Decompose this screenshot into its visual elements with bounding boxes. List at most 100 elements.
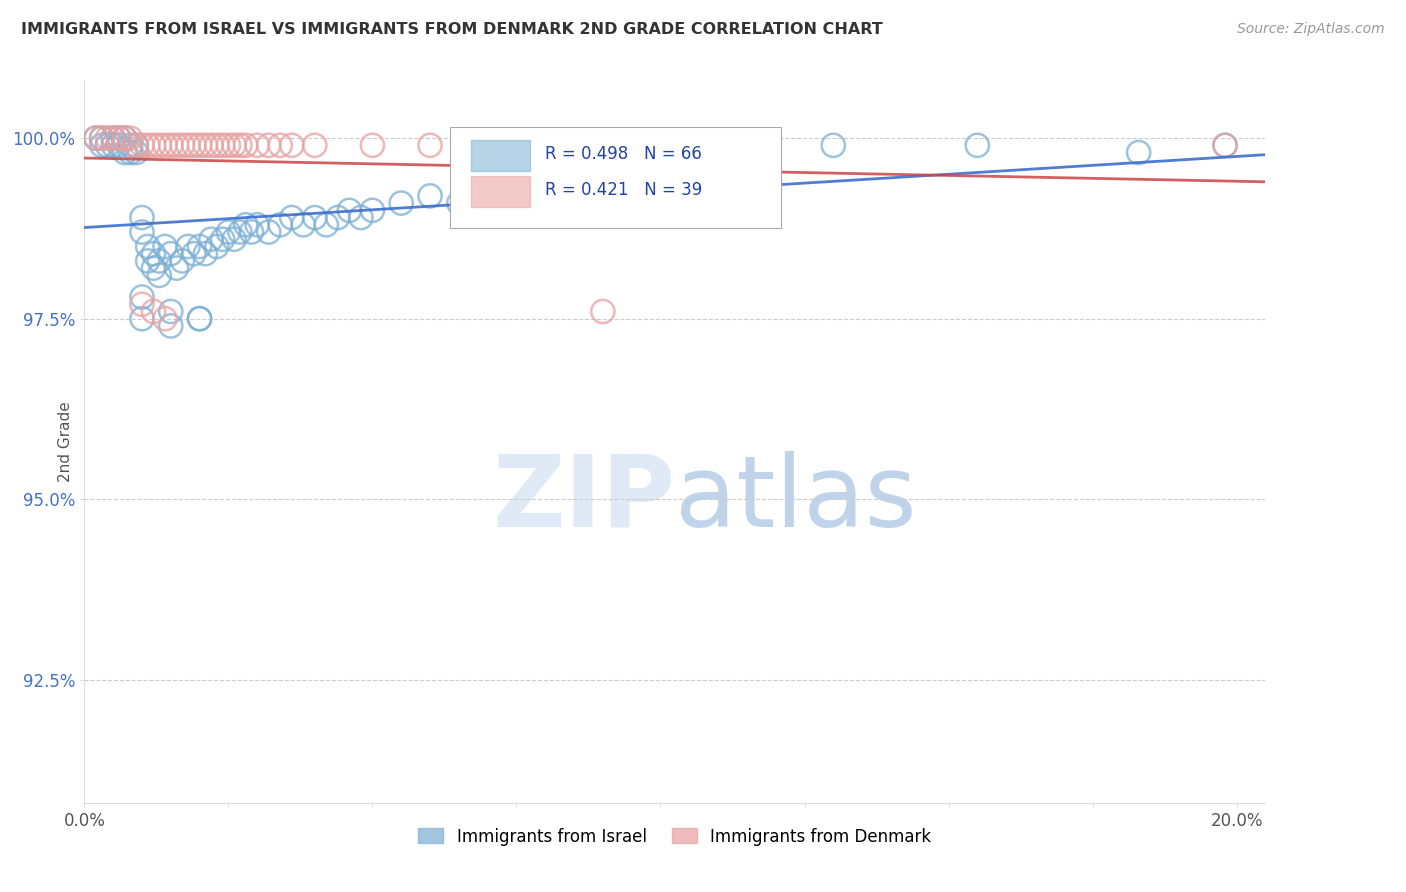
Point (246, 218, 269, 232)
Point (90, 138, 112, 153)
Point (823, 138, 845, 153)
Point (120, 145, 142, 160)
Point (281, 138, 304, 153)
Point (166, 138, 188, 153)
Point (229, 225, 252, 239)
Point (172, 138, 194, 153)
Point (224, 138, 246, 153)
Point (183, 246, 205, 260)
Point (257, 225, 280, 239)
Point (142, 246, 165, 260)
Point (148, 138, 170, 153)
Point (101, 138, 124, 153)
Point (1213, 138, 1236, 153)
Point (136, 239, 159, 253)
Point (142, 261, 165, 276)
Bar (471, 177, 530, 207)
Point (361, 138, 384, 153)
Point (142, 304, 165, 318)
Text: R = 0.498   N = 66: R = 0.498 N = 66 (546, 145, 702, 163)
Point (96, 131, 118, 145)
Point (211, 232, 233, 246)
Point (269, 218, 291, 232)
Point (114, 131, 136, 145)
Point (131, 211, 153, 225)
Point (1128, 145, 1150, 160)
Point (361, 203, 384, 218)
Point (534, 181, 557, 195)
Point (350, 211, 373, 225)
Point (592, 304, 614, 318)
Point (159, 304, 181, 318)
Point (194, 138, 217, 153)
Point (131, 138, 153, 153)
Point (153, 311, 176, 326)
Point (281, 211, 304, 225)
Point (200, 138, 222, 153)
Point (108, 131, 131, 145)
Point (188, 311, 211, 326)
Point (120, 131, 142, 145)
Point (114, 145, 136, 160)
Point (235, 218, 257, 232)
Point (90, 131, 112, 145)
Point (240, 225, 263, 239)
Point (148, 253, 170, 268)
Point (224, 232, 246, 246)
Point (326, 211, 349, 225)
Point (136, 138, 159, 153)
Point (177, 239, 200, 253)
Point (101, 131, 124, 145)
Text: R = 0.421   N = 39: R = 0.421 N = 39 (546, 181, 702, 199)
Text: ZIP: ZIP (492, 450, 675, 548)
Point (84, 131, 107, 145)
Point (505, 196, 527, 211)
Point (194, 246, 217, 260)
Point (477, 189, 499, 203)
Point (217, 225, 239, 239)
Point (200, 232, 222, 246)
Point (188, 138, 211, 153)
Point (177, 138, 200, 153)
Point (90, 131, 112, 145)
Point (108, 138, 131, 153)
Point (257, 138, 280, 153)
Point (131, 311, 153, 326)
Point (188, 239, 211, 253)
Point (84, 131, 107, 145)
Point (96, 138, 118, 153)
Text: IMMIGRANTS FROM ISRAEL VS IMMIGRANTS FROM DENMARK 2ND GRADE CORRELATION CHART: IMMIGRANTS FROM ISRAEL VS IMMIGRANTS FRO… (21, 22, 883, 37)
Point (131, 225, 153, 239)
Point (125, 145, 148, 160)
Point (269, 138, 291, 153)
Point (966, 138, 988, 153)
Point (159, 246, 181, 260)
Point (205, 239, 228, 253)
Point (447, 196, 470, 211)
FancyBboxPatch shape (450, 128, 782, 228)
Point (101, 131, 124, 145)
Point (315, 218, 337, 232)
Point (235, 138, 257, 153)
Bar (471, 140, 530, 170)
Point (108, 131, 131, 145)
Point (131, 297, 153, 311)
Point (650, 181, 672, 195)
Point (389, 196, 412, 211)
Point (159, 138, 181, 153)
Point (125, 138, 148, 153)
Point (304, 138, 326, 153)
Point (337, 203, 360, 218)
Point (205, 138, 228, 153)
Text: atlas: atlas (675, 450, 917, 548)
Point (292, 218, 315, 232)
Point (166, 261, 188, 276)
Point (125, 138, 148, 153)
Point (131, 290, 153, 304)
Point (136, 253, 159, 268)
Point (172, 253, 194, 268)
Point (120, 138, 142, 153)
Point (246, 138, 269, 153)
Point (419, 189, 441, 203)
Point (217, 138, 239, 153)
